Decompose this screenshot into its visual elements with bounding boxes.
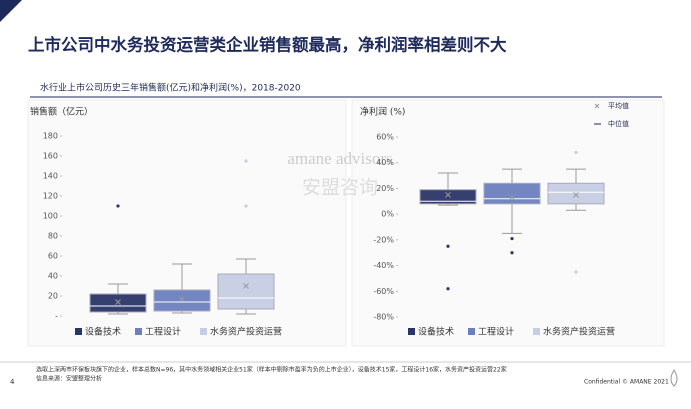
outlier [574, 150, 578, 155]
logo-drop [670, 369, 678, 387]
y-tick-label: 60% [376, 133, 394, 142]
y-tick-label: -40% [373, 261, 394, 270]
y-tick-label: 100 [43, 212, 58, 221]
watermark: 安盟咨询 [302, 177, 378, 199]
mean [445, 192, 451, 198]
y-axis-label: 净利润 (%) [360, 106, 405, 118]
y-tick-label: - [55, 312, 58, 321]
outlier [446, 244, 450, 248]
box [89, 293, 147, 313]
legend-label: 水务资产投资运营 [210, 326, 282, 338]
outlier [116, 204, 120, 208]
outlier [244, 159, 248, 163]
legend-label: 平均值 [608, 101, 629, 110]
panel [351, 99, 665, 347]
legend-swatch [533, 328, 540, 335]
legend-mean-icon [594, 103, 600, 109]
mean [115, 299, 121, 305]
legend-swatch [200, 328, 207, 335]
y-tick-label: 0% [381, 210, 394, 219]
watermark: amane advisors [287, 149, 392, 168]
mean [179, 296, 185, 302]
box [483, 182, 541, 205]
y-tick-label: -60% [373, 287, 394, 296]
mean [573, 192, 579, 198]
outlier [446, 287, 450, 291]
y-tick-label: -80% [373, 313, 394, 322]
y-tick-label: 20% [376, 184, 394, 193]
legend-swatch [408, 328, 415, 335]
y-tick-label: 60 [48, 252, 58, 261]
y-tick-label: 120 [43, 192, 58, 201]
legend-swatch [468, 328, 475, 335]
box [419, 189, 477, 205]
outlier [510, 251, 514, 255]
y-tick-label: -20% [373, 235, 394, 244]
outlier [244, 204, 248, 208]
y-tick-label: 40% [376, 158, 394, 167]
outlier [574, 270, 578, 274]
box [217, 273, 275, 310]
page-number: 4 [10, 378, 15, 386]
legend-label: 设备技术 [85, 326, 121, 338]
y-tick-label: 160 [43, 152, 58, 161]
y-tick-label: 40 [48, 272, 58, 281]
corner-mark [0, 0, 22, 22]
y-axis-label: 销售额（亿元） [30, 106, 93, 118]
subtitle: 水行业上市公司历史三年销售额(亿元)和净利润(%)，2018-2020 [40, 82, 301, 94]
source: 信息来源：安盟整理分析 [36, 375, 102, 383]
box [547, 182, 605, 205]
legend-label: 中位值 [608, 119, 629, 128]
legend-label: 水务资产投资运营 [543, 326, 615, 338]
box [153, 289, 211, 312]
slide-title: 上市公司中水务投资运营类企业销售额最高，净利润率相差则不大 [28, 35, 507, 55]
y-tick-label: 140 [43, 172, 58, 181]
mean [509, 194, 515, 201]
y-tick-label: 20 [48, 292, 58, 301]
footnote: 选取上深两市环保板块旗下的企业，样本总数N=96，其中水务领域相关企业51家（样… [36, 366, 507, 374]
confidential: Confidential © AMANE 2021 [584, 379, 669, 386]
legend-swatch [135, 328, 142, 335]
legend-label: 设备技术 [418, 326, 454, 338]
mean [243, 283, 249, 289]
legend-label: 工程设计 [478, 326, 514, 338]
outlier [510, 236, 514, 241]
legend-label: 工程设计 [145, 326, 181, 338]
legend-swatch [75, 328, 82, 335]
y-tick-label: 180 [43, 132, 58, 141]
y-tick-label: 80 [48, 232, 58, 241]
